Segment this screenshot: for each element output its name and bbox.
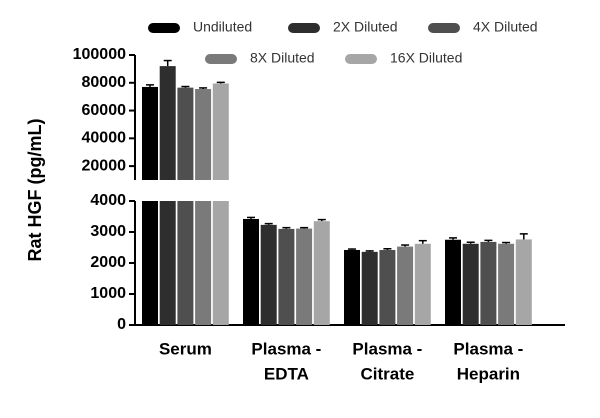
bar <box>195 89 212 180</box>
bar <box>445 239 461 325</box>
x-tick-label: Serum <box>159 339 212 358</box>
x-tick-label: Citrate <box>360 364 414 383</box>
bar <box>142 201 158 325</box>
bar <box>379 249 396 325</box>
x-tick-label: EDTA <box>264 364 309 383</box>
y-tick-label: 20000 <box>82 157 127 174</box>
bar <box>498 243 515 325</box>
x-tick-label: Plasma - <box>453 339 523 358</box>
bar <box>142 86 158 180</box>
legend-swatch <box>288 23 320 33</box>
y-tick-label: 1000 <box>90 285 126 302</box>
legend-swatch <box>428 23 460 33</box>
bar <box>361 251 378 325</box>
bar <box>260 224 277 325</box>
y-axis-label: Rat HGF (pg/mL) <box>25 119 45 262</box>
legend-label: 16X Diluted <box>390 50 462 66</box>
legend-label: 8X Diluted <box>250 50 315 66</box>
y-tick-label: 0 <box>117 316 126 333</box>
legend-label: 2X Diluted <box>333 19 398 35</box>
legend-swatch <box>345 54 377 64</box>
bar <box>480 241 497 325</box>
legend-label: 4X Diluted <box>473 19 538 35</box>
bar <box>296 228 313 325</box>
bar <box>344 249 360 325</box>
bar <box>212 83 229 180</box>
y-tick-label: 2000 <box>90 254 126 271</box>
bar <box>462 243 479 325</box>
legend-swatch <box>148 23 180 33</box>
bar <box>177 87 194 180</box>
bar <box>195 201 212 325</box>
bar <box>397 246 414 325</box>
y-tick-label: 40000 <box>82 130 127 147</box>
bar <box>177 201 194 325</box>
bar <box>414 243 431 325</box>
bar <box>159 201 176 325</box>
y-tick-label: 80000 <box>82 74 127 91</box>
legend-label: Undiluted <box>193 19 252 35</box>
bar <box>159 66 176 180</box>
bar <box>515 239 532 325</box>
bar <box>278 228 295 325</box>
y-tick-label: 60000 <box>82 102 127 119</box>
y-tick-label: 3000 <box>90 223 126 240</box>
bar <box>313 221 330 325</box>
bar <box>212 201 229 325</box>
x-tick-label: Heparin <box>457 364 520 383</box>
y-tick-label: 100000 <box>73 46 126 63</box>
y-tick-label: 4000 <box>90 192 126 209</box>
x-tick-label: Plasma - <box>352 339 422 358</box>
bar <box>243 218 259 325</box>
legend-swatch <box>205 54 237 64</box>
x-tick-label: Plasma - <box>251 339 321 358</box>
